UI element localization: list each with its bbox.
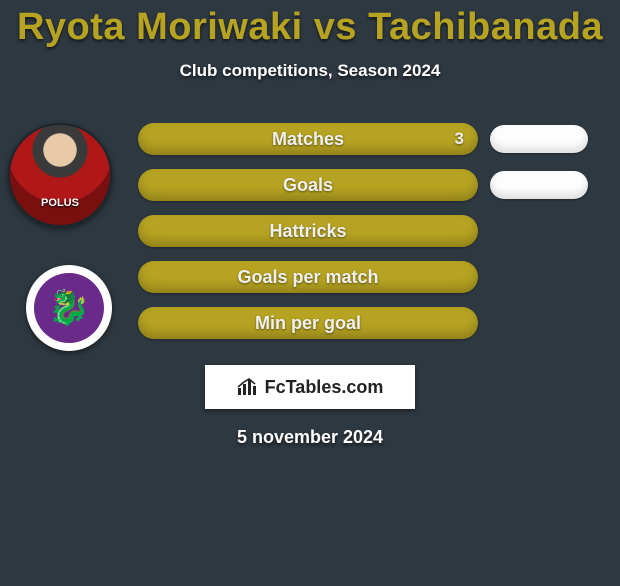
club-badge-icon: 🐉 [48,288,90,328]
club-badge: 🐉 [26,265,112,351]
stat-label: Goals per match [138,267,478,288]
stat-row: Goals per match [138,261,602,293]
stat-pill-right [490,171,588,199]
brand-box[interactable]: FcTables.com [205,365,415,409]
stat-label: Matches [138,129,478,150]
player-avatar [8,123,112,227]
stat-pill-right [490,125,588,153]
stat-rows: Matches3 Goals Hattricks Goals per match Min… [138,123,602,339]
stat-row: Matches3 [138,123,602,155]
snapshot-date: 5 november 2024 [0,427,620,448]
player1-name: Ryota Moriwaki [17,6,303,48]
vs-word: vs [314,6,357,48]
stat-row: Min per goal [138,307,602,339]
brand-chart-icon [237,378,259,396]
stat-pill-left: Hattricks [138,215,478,247]
stat-label: Goals [138,175,478,196]
stat-label: Min per goal [138,313,478,334]
stat-row: Goals [138,169,602,201]
subtitle: Club competitions, Season 2024 [0,61,620,81]
stat-pill-left: Matches3 [138,123,478,155]
avatar-column: 🐉 [8,123,120,351]
content-area: 🐉 Matches3GoalsHattricksGoals per matchM… [0,123,620,339]
club-badge-inner: 🐉 [34,273,104,343]
stat-row: Hattricks [138,215,602,247]
comparison-title: Ryota Moriwaki vs Tachibanada [0,6,620,49]
player2-name: Tachibanada [368,6,603,48]
stat-pill-left: Goals per match [138,261,478,293]
stat-pill-left: Min per goal [138,307,478,339]
stat-pill-left: Goals [138,169,478,201]
brand-text: FcTables.com [265,377,384,398]
stat-label: Hattricks [138,221,478,242]
